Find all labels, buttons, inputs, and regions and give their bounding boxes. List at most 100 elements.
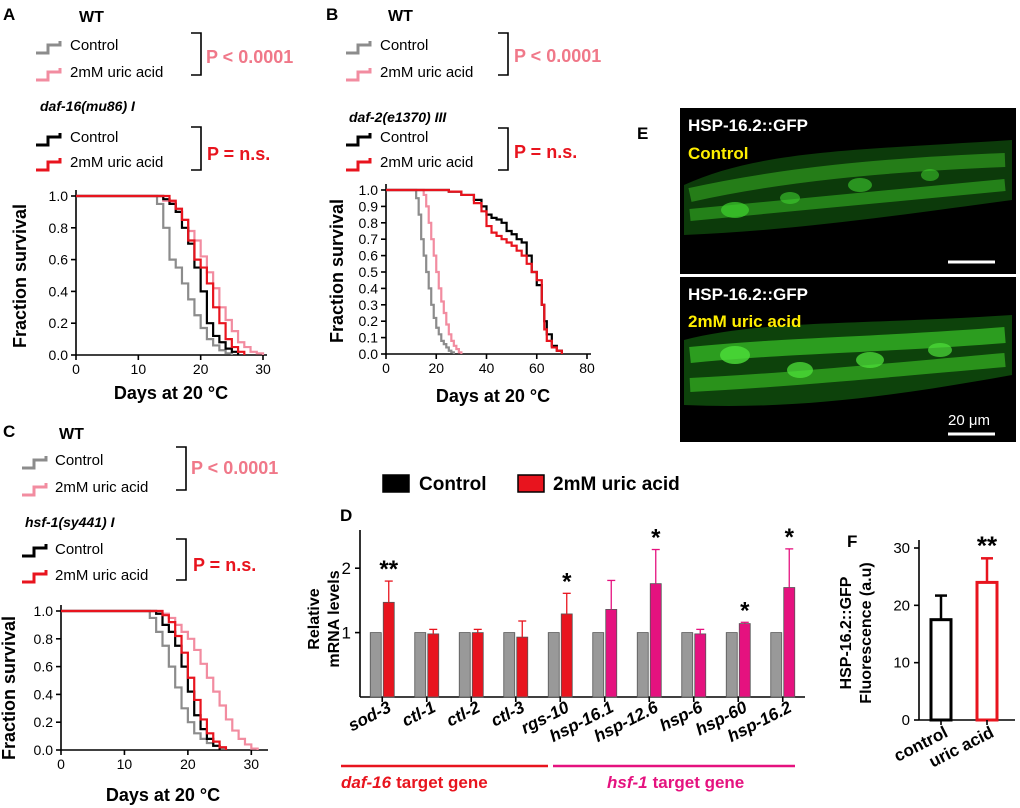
x-tick-label: 10 — [131, 361, 147, 377]
y-tick-label: 0.6 — [49, 252, 69, 268]
bar-uric-hsp-60 — [738, 623, 751, 698]
bar-uric-hsp-12.6 — [649, 583, 662, 698]
survival-curve-mut_uric — [61, 609, 228, 750]
panel-b-y-axis-label: Fraction survival — [327, 199, 347, 343]
significance-sod-3: ** — [379, 556, 398, 583]
bar-uric-ctl-3 — [516, 636, 529, 698]
y-tick-label: 0.4 — [49, 283, 69, 299]
x-tick-label: 60 — [529, 360, 545, 376]
panel-a-legend-control-icon — [36, 41, 62, 55]
panel-a-legend-mut-control: Control — [70, 129, 118, 146]
y-tick-label: 0.0 — [49, 347, 69, 363]
y-tick-label: 0.8 — [359, 215, 379, 231]
y-tick-label: 10 — [893, 655, 910, 672]
survival-curve-uric — [61, 609, 259, 750]
bar-uric-hsp-6 — [694, 633, 707, 698]
panel-c-legend-control: Control — [55, 452, 103, 469]
panel-c-legend-mut-control-icon — [22, 544, 48, 558]
bar-control-rgs-10 — [547, 632, 560, 698]
panel-c-pvalue-mut: P = n.s. — [193, 555, 256, 575]
y-tick-label: 0.2 — [359, 313, 379, 329]
panel-a-survival-plot: 0.0 0.2 0.4 0.6 0.8 1.0 0 10 20 30 — [49, 188, 271, 377]
significance-hsp-60: * — [740, 597, 750, 624]
hsf1-gene-name: hsf-1 — [607, 773, 648, 792]
worm-uric — [684, 315, 1012, 406]
bar-uric-acid — [975, 580, 999, 722]
category-label-ctl-1: ctl-1 — [399, 698, 439, 731]
significance-hsp-16.2: * — [785, 524, 795, 551]
category-label-sod-3: sod-3 — [345, 697, 395, 735]
panel-b-legend-mut-control: Control — [380, 129, 428, 146]
panel-c-y-axis-label: Fraction survival — [0, 616, 19, 760]
x-tick-label: 30 — [255, 361, 271, 377]
panel-b-legend-mut-control-icon — [346, 133, 372, 147]
y-tick-label: 1.0 — [359, 182, 379, 198]
y-tick-label: 0.8 — [34, 631, 54, 647]
panel-a-wt-label: WT — [79, 9, 104, 26]
bar-uric-hsp-16.2 — [783, 587, 796, 698]
panel-c-bracket-wt — [176, 446, 187, 491]
x-tick-label: 30 — [244, 756, 260, 772]
scale-bar-label: 20 μm — [948, 412, 990, 429]
y-tick-label: 0 — [902, 712, 910, 729]
bar-legend-uric: 2mM uric acid — [553, 474, 680, 495]
panel-c-bracket-mut — [176, 538, 187, 581]
panel-d-y-axis-label-line2: mRNA levels — [326, 570, 343, 667]
panel-c-legend-uric: 2mM uric acid — [55, 479, 148, 496]
panel-a-legend-control: Control — [70, 37, 118, 54]
x-tick-label: 0 — [72, 361, 80, 377]
bar-uric-sod-3 — [382, 601, 395, 698]
panel-b-legend-mut-uric-icon — [346, 158, 372, 172]
panel-b-legend-uric-icon — [346, 68, 372, 82]
significance-hsp-12.6: * — [651, 525, 661, 552]
panel-a-genotype: daf-16(mu86) I — [40, 98, 136, 114]
panel-c-x-axis-label: Days at 20 °C — [106, 785, 220, 805]
micrograph-control-condition: Control — [688, 144, 748, 163]
y-tick-label: 1.0 — [49, 188, 69, 204]
x-tick-label: 80 — [579, 360, 595, 376]
panel-b-legend-control: Control — [380, 37, 428, 54]
significance-uric-acid: ** — [977, 530, 998, 560]
panel-label-e: E — [637, 124, 648, 143]
x-tick-label: 20 — [193, 361, 209, 377]
survival-curve-control — [76, 194, 233, 355]
bar-control-hsp-60 — [725, 632, 738, 698]
bar-uric-rgs-10 — [560, 613, 573, 698]
daf16-group-suffix: target gene — [396, 773, 488, 792]
panel-d-y-axis-label-line1: Relative — [306, 588, 323, 649]
survival-curve-uric — [386, 188, 463, 354]
bar-control-hsp-6 — [681, 632, 694, 698]
panel-a-legend-uric: 2mM uric acid — [70, 64, 163, 81]
panel-c-legend-control-icon — [22, 456, 48, 470]
panel-b-bracket-mut — [498, 127, 509, 171]
y-tick-label: 0.1 — [359, 330, 379, 346]
panel-d-bar-chart: 12 **sod-3 ctl-1 ctl-2 ctl-3*rgs-10hsp-16.1*… — [342, 524, 805, 746]
panel-label-f: F — [847, 532, 857, 551]
hsf1-group-suffix: target gene — [653, 773, 745, 792]
x-tick-label: 0 — [57, 756, 65, 772]
bar-control-ctl-1 — [414, 632, 427, 698]
bar-uric-ctl-2 — [471, 632, 484, 698]
panel-b-legend-mut-uric: 2mM uric acid — [380, 154, 473, 171]
micrograph-uric-title: HSP-16.2::GFP — [688, 285, 808, 304]
panel-f-y-axis-label-line1: HSP-16.2::GFP — [838, 576, 855, 689]
survival-curve-control — [386, 188, 455, 354]
panel-c-wt-label: WT — [59, 426, 84, 443]
y-tick-label: 0.0 — [34, 742, 54, 758]
panel-a-x-axis-label: Days at 20 °C — [114, 383, 228, 403]
panel-c-genotype: hsf-1(sy441) I — [25, 514, 116, 530]
x-tick-label: 20 — [180, 756, 196, 772]
y-tick-label: 0.3 — [359, 297, 379, 313]
y-tick-label: 0.8 — [49, 220, 69, 236]
panel-f-y-axis-label-line2: Fluorescence (a.u) — [858, 562, 875, 703]
panel-label-d: D — [340, 506, 352, 525]
y-tick-label: 0.2 — [34, 714, 54, 730]
x-tick-label: 40 — [479, 360, 495, 376]
panel-b-pvalue-mut: P = n.s. — [514, 142, 577, 162]
panel-c-survival-plot: 0.0 0.2 0.4 0.6 0.8 1.0 0 10 20 30 — [34, 603, 268, 772]
bar-legend-control-swatch — [382, 474, 410, 493]
panel-b-legend-control-icon — [346, 41, 372, 55]
panel-b-survival-plot: 0.00.10.20.30.40.50.60.70.80.91.0 0 20 40 60… — [359, 182, 595, 376]
y-tick-label: 0.0 — [359, 346, 379, 362]
